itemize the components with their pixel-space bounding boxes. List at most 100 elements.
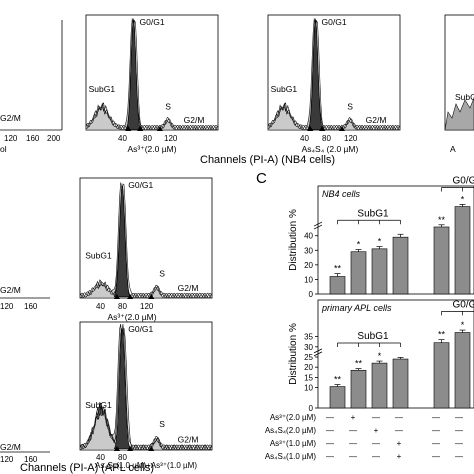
bar-chart-0-ytick-label-4: 40	[304, 232, 313, 241]
bar-chart-1-ytick-label-5: 30	[304, 343, 313, 352]
hist-top-left-tick-120: 120	[4, 134, 18, 143]
hist-bottom-left-upper-label-g2m: G2/M	[0, 285, 21, 295]
bar-chart-0-group-label-0: SubG1	[357, 208, 389, 219]
bar-chart-1-group-label-0: SubG1	[357, 331, 389, 342]
hist-bottom-mid-label-subg1: SubG1	[85, 250, 112, 260]
hist-bottom-low-trace	[79, 328, 213, 451]
bar-chart-1-bar-1-0	[433, 342, 450, 409]
bar-chart-1-break-1	[313, 348, 323, 354]
treatment-row-label-1: As₄S₄(2.0 µM)	[265, 426, 316, 435]
treatment-mark-3-2: —	[372, 452, 380, 461]
treatment-mark-2-1: —	[349, 439, 357, 448]
hist-top-far-fill	[444, 97, 474, 131]
hist-top-right-label-g2m: G2/M	[366, 115, 387, 125]
hist-top-left-tick-160: 160	[26, 134, 40, 143]
bar-chart-1-bar-0-1	[350, 369, 367, 409]
hist-bottom-low: G0/G1 SubG1 S G2/M	[79, 321, 213, 451]
bar-chart-0-bar-1-0	[433, 226, 450, 295]
hist-bottom-mid: G0/G1 SubG1 S G2/M	[79, 177, 213, 299]
bar-chart-0-star-0-2: *	[378, 237, 382, 247]
bar-chart-1-ylabel: Distribution %	[288, 323, 299, 385]
hist-bottom-mid-gate-1	[127, 294, 134, 299]
hist-bottom-mid-gate-2	[148, 294, 155, 299]
hist-top-right-fill	[268, 18, 400, 130]
bar-chart-0-star-1-0: **	[438, 215, 446, 225]
hist-bottom-low-label-g2m: G2/M	[178, 434, 199, 444]
hist-bottom-low-tick-80: 80	[118, 453, 127, 462]
hist-bottom-low-fill	[80, 324, 212, 450]
bar-chart-1-ytick-label-0: 0	[309, 404, 314, 413]
bar-chart-0-ytick-label-0: 0	[309, 290, 314, 299]
treatment-row-label-2: As³⁺(1.0 µM)	[270, 439, 317, 448]
treatment-mark-3-4: —	[432, 452, 440, 461]
hist-bottom-low-label-g0g1: G0/G1	[128, 324, 153, 334]
hist-top-far-label-subg1: SubG1	[455, 92, 474, 102]
treatment-mark-0-0: —	[326, 413, 334, 422]
hist-top-right-tick-120: 120	[344, 134, 358, 143]
bar-chart-1-bar-0-2	[371, 362, 388, 409]
bar-chart-0-star-0-0: **	[334, 264, 342, 274]
hist-top-mid-tick-80: 80	[143, 134, 152, 143]
hist-top-mid-gate-1	[137, 126, 144, 131]
hist-top-left-caption: ol	[0, 144, 7, 154]
hist-bottom-mid-caption: As³⁺(2.0 µM)	[107, 312, 156, 322]
treatment-mark-1-5: —	[455, 426, 463, 435]
hist-bottom-low-tick-40: 40	[96, 453, 105, 462]
hist-bottom-mid-trace	[79, 183, 213, 299]
hist-top-right-trace	[267, 18, 401, 131]
bar-chart-0-star-0-1: *	[357, 240, 361, 250]
hist-top-right-gate-0	[307, 126, 314, 131]
treatment-mark-2-2: —	[372, 439, 380, 448]
hist-top-right-caption: As₄S₄ (2.0 µM)	[302, 144, 359, 154]
bar-chart-1-ytick-label-6: 35	[304, 333, 313, 342]
hist-bottom-mid-trace	[79, 187, 213, 299]
hist-top-mid-fill	[86, 18, 218, 130]
bar-chart-1-ytick-label-4: 25	[304, 353, 313, 362]
hist-bottom-low-gate-2	[148, 446, 155, 451]
treatment-mark-0-4: —	[432, 413, 440, 422]
treatment-mark-1-3: —	[395, 426, 403, 435]
hist-bottom-left-upper: G2/M 120 160	[0, 285, 50, 311]
hist-top-right-gate-1	[319, 126, 326, 131]
hist-top-mid-label-s: S	[165, 101, 171, 111]
hist-top-right-trace	[267, 18, 401, 131]
hist-bottom-low-label-subg1: SubG1	[85, 400, 112, 410]
bar-chart-0-ytick-label-1: 10	[304, 275, 313, 284]
hist-top-mid-tick-40: 40	[118, 134, 127, 143]
hist-bottom-mid-tick-80: 80	[118, 302, 127, 311]
hist-top-left-tick-200: 200	[47, 134, 61, 143]
hist-bottom-mid-gate-0	[113, 294, 120, 299]
hist-top-right-peak	[306, 19, 325, 130]
treatment-mark-3-5: —	[455, 452, 463, 461]
hist-bottom-mid-label-s: S	[159, 268, 165, 278]
hist-top-mid-label-subg1: SubG1	[89, 84, 116, 94]
hist-bottom-left-lower: G2/M 120 160	[0, 442, 50, 464]
hist-top-far: SubG1 A	[444, 14, 474, 154]
bar-chart-0-title: NB4 cells	[322, 189, 361, 199]
treatment-mark-1-0: —	[326, 426, 334, 435]
treatment-row-label-3: As₄S₄(1.0 µM)	[265, 452, 316, 461]
hist-bottom-mid-tick-40: 40	[96, 302, 105, 311]
hist-top-mid-trace	[85, 20, 219, 131]
bar-chart-1-ytick-label-2: 15	[304, 373, 313, 382]
hist-top-right-tick-40: 40	[300, 134, 309, 143]
treatment-mark-3-1: —	[349, 452, 357, 461]
hist-bottom-low-gate-0	[113, 446, 120, 451]
treatment-mark-1-1: —	[349, 426, 357, 435]
hist-top-mid: G0/G1 SubG1 S G2/M	[85, 14, 219, 131]
hist-bottom-low-label-s: S	[159, 419, 165, 429]
bar-chart-1-ytick-label-3: 20	[304, 363, 313, 372]
hist-top-right: G0/G1 SubG1 S G2/M	[267, 14, 401, 131]
hist-top-mid-gate-2	[156, 126, 163, 131]
treatment-mark-0-5: —	[455, 413, 463, 422]
hist-top-right-label-s: S	[347, 101, 353, 111]
treatment-mark-1-4: —	[432, 426, 440, 435]
hist-top-right-trace	[267, 20, 401, 131]
hist-top-right-label-g0g1: G0/G1	[322, 17, 347, 27]
treatment-row-label-0: As³⁺(2.0 µM)	[270, 413, 317, 422]
hist-top-mid-gate-0	[125, 126, 132, 131]
